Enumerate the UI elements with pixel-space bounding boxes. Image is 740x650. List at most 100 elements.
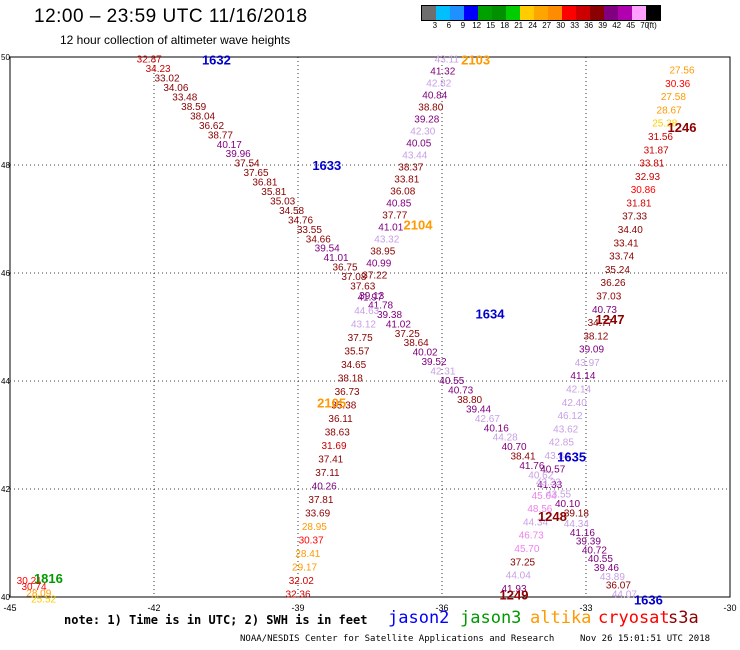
- wave-height-label: 28.67: [657, 105, 682, 116]
- legend-swatch: [548, 6, 562, 20]
- wave-height-label: 39.18: [564, 508, 589, 519]
- wave-height-label: 38.37: [398, 163, 423, 174]
- wave-height-label: 44.34: [564, 519, 589, 530]
- pass-number-label: 1249: [500, 587, 529, 602]
- wave-height-label: 35.24: [605, 265, 630, 276]
- wave-height-label: 43.89: [600, 572, 625, 583]
- wave-height-label: 36.62: [199, 121, 224, 132]
- wave-height-label: 38.80: [418, 103, 443, 114]
- wave-height-label: 40.26: [312, 481, 337, 492]
- legend-label: 18: [500, 21, 510, 30]
- wave-height-label: 39.39: [576, 537, 601, 548]
- x-tick-label: -45: [3, 603, 16, 613]
- wave-height-label: 31.87: [644, 145, 669, 156]
- wave-height-label: 40.99: [366, 259, 391, 270]
- legend-swatch: [492, 6, 506, 20]
- wave-height-label: 33.41: [613, 238, 638, 249]
- wave-height-label: 40.85: [386, 199, 411, 210]
- legend-swatch: [646, 6, 660, 20]
- pass-number-label: 1246: [668, 120, 697, 135]
- footer-note: note: 1) Time is in UTC; 2) SWH is in fe…: [64, 613, 368, 627]
- legend-label: 36: [584, 21, 594, 30]
- wave-height-label: 33.81: [394, 175, 419, 186]
- legend-label: 42: [612, 21, 622, 30]
- wave-height-label: 35.38: [331, 400, 356, 411]
- map-title: 12:00 – 23:59 UTC 11/16/2018: [34, 6, 308, 27]
- wave-height-label: 30.74: [21, 582, 46, 593]
- wave-height-label: 32.02: [289, 576, 314, 587]
- legend-label: 15: [486, 21, 496, 30]
- wave-height-label: 42.40: [562, 398, 587, 409]
- wave-height-label: 43.84: [545, 451, 570, 462]
- legend-swatch: [478, 6, 492, 20]
- pass-number-label: 1635: [557, 450, 586, 465]
- wave-height-label: 40.17: [217, 140, 242, 151]
- wave-height-label: 37.25: [510, 557, 535, 568]
- wave-height-label: 41.01: [378, 223, 403, 234]
- wave-height-label: 46.12: [557, 411, 582, 422]
- legend-label: 24: [528, 21, 538, 30]
- wave-height-label: 48.56: [527, 504, 552, 515]
- wave-height-label: 41.97: [357, 292, 382, 303]
- wave-height-label: 40.55: [439, 376, 464, 387]
- wave-height-label: 39.46: [594, 563, 619, 574]
- wave-height-label: 25.52: [31, 595, 56, 606]
- wave-height-label: 33.69: [305, 508, 330, 519]
- wave-height-label: 37.33: [622, 212, 647, 223]
- wave-height-label: 40.73: [592, 305, 617, 316]
- pass-number-label: 1248: [538, 509, 567, 524]
- wave-height-label: 34.06: [163, 83, 188, 94]
- wave-height-label: 40.62: [528, 471, 553, 482]
- wave-height-label: 42.85: [549, 438, 574, 449]
- wave-height-label: 43.55: [546, 489, 571, 500]
- wave-height-label: 33.48: [172, 93, 197, 104]
- wave-height-label: 35.81: [261, 187, 286, 198]
- y-tick-label: 50: [1, 53, 10, 62]
- wave-height-label: 41.76: [519, 461, 544, 472]
- wave-height-label: 38.18: [338, 373, 363, 384]
- wave-height-label: 42.14: [566, 385, 591, 396]
- legend-swatch: [422, 6, 436, 20]
- wave-height-label: 39.28: [414, 115, 439, 126]
- wave-height-label: 41.14: [570, 371, 595, 382]
- map-subtitle: 12 hour collection of altimeter wave hei…: [60, 33, 291, 47]
- legend-swatch: [450, 6, 464, 20]
- y-tick-label: 40: [1, 593, 10, 602]
- pass-number-label: 1633: [312, 158, 341, 173]
- wave-height-label: 38.64: [404, 338, 429, 349]
- wave-height-label: 37.77: [382, 211, 407, 222]
- wave-height-label: 32.93: [635, 172, 660, 183]
- wave-height-label: 32.87: [137, 55, 162, 66]
- wave-height-label: 44.04: [506, 571, 531, 582]
- wave-height-label: 39.96: [226, 149, 251, 160]
- wave-height-label: 38.80: [457, 395, 482, 406]
- y-tick-label: 42: [1, 485, 10, 494]
- wave-height-label: 34.76: [288, 215, 313, 226]
- wave-height-label: 42.67: [475, 414, 500, 425]
- wave-height-label: 38.63: [325, 427, 350, 438]
- satellite-name-s3a: s3a: [668, 608, 699, 628]
- wave-height-label: 40.70: [502, 442, 527, 453]
- wave-height-label: 34.66: [306, 234, 331, 245]
- wave-height-label: 40.84: [422, 91, 447, 102]
- wave-height-label: 38.77: [208, 130, 233, 141]
- pass-number-label: 1247: [596, 312, 625, 327]
- wave-height-label: 36.81: [252, 178, 277, 189]
- wave-height-label: 25.28: [652, 119, 677, 130]
- pass-number-label: 2103: [461, 53, 490, 68]
- axis-ticks: -45 -42 -39 -36 -33 -30 40 42 44 46 48 50: [1, 53, 737, 613]
- wave-height-label: 42.30: [410, 127, 435, 138]
- wave-height-label: 28.41: [295, 549, 320, 560]
- wave-height-label: 41.33: [537, 480, 562, 491]
- legend-label: 9: [460, 21, 466, 30]
- wave-height-label: 38.95: [370, 247, 395, 258]
- pass-number-label: 1632: [202, 53, 231, 68]
- wave-height-label: 39.52: [421, 357, 446, 368]
- x-tick-label: -39: [291, 603, 304, 613]
- wave-height-label: 42.82: [426, 79, 451, 90]
- satellite-name-altika: altika: [530, 608, 592, 628]
- wave-height-label: 38.04: [190, 111, 215, 122]
- pass-number-label: 1636: [634, 593, 663, 608]
- wave-height-label: 35.57: [344, 346, 369, 357]
- legend-swatch: [506, 6, 520, 20]
